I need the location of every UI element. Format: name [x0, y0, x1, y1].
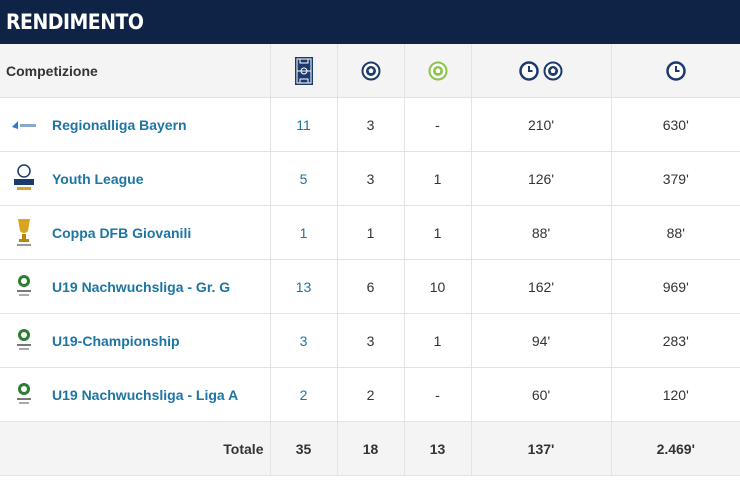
pitch-icon — [294, 56, 314, 85]
table-row: Regionalliga Bayern 11 3-210' 630' — [0, 97, 740, 152]
youth-league-logo[interactable] — [8, 163, 40, 195]
header-minutes — [610, 44, 740, 98]
competition-cell: U19-Championship — [0, 313, 270, 368]
assists-cell: 1 — [403, 205, 471, 260]
competition-link[interactable]: Regionalliga Bayern — [52, 116, 187, 133]
goals-cell: 1 — [336, 205, 404, 260]
dfb-cup-logo[interactable] — [8, 217, 40, 249]
nachwuchsliga-logo[interactable] — [8, 271, 40, 303]
appearances-link[interactable]: 1 — [269, 205, 337, 260]
assists-cell: - — [403, 97, 471, 152]
competition-link[interactable]: U19 Nachwuchsliga - Liga A — [52, 386, 239, 403]
competition-cell: U19 Nachwuchsliga - Gr. G — [0, 259, 270, 314]
table-row: U19-Championship 3 3 1 94' 283' — [0, 313, 740, 368]
totals-row: Totale 35 18 13 137' 2.469' — [0, 421, 740, 476]
clock-icon — [519, 60, 543, 81]
nachwuchsliga-logo[interactable] — [8, 379, 40, 411]
total-appearances: 35 — [269, 421, 337, 476]
minutes-per-goal-cell: 60' — [470, 367, 611, 422]
table-row: Coppa DFB Giovanili 1 1 1 88' 88' — [0, 205, 740, 260]
goals-cell: 3 — [336, 151, 404, 206]
header-appearances — [269, 44, 337, 98]
minutes-cell: 283' — [610, 313, 740, 368]
section-title: RENDIMENTO — [6, 10, 144, 34]
total-assists: 13 — [403, 421, 471, 476]
minutes-per-goal-cell: 126' — [470, 151, 611, 206]
header-minutes-per-goal — [470, 44, 611, 98]
ball-green-icon — [428, 61, 448, 80]
header-goals — [336, 44, 404, 98]
goals-cell: 6 — [336, 259, 404, 314]
minutes-per-goal-cell: 88' — [470, 205, 611, 260]
competition-link[interactable]: Coppa DFB Giovanili — [52, 224, 192, 241]
section-header: RENDIMENTO — [0, 0, 740, 44]
header-competition: Competizione — [0, 44, 270, 98]
competition-cell: Youth League — [0, 151, 270, 206]
goals-cell: 3 — [336, 97, 404, 152]
ball-icon — [361, 61, 381, 80]
minutes-per-goal-cell: 210' — [470, 97, 611, 152]
minutes-cell: 969' — [610, 259, 740, 314]
totals-label: Totale — [0, 421, 270, 476]
assists-cell: - — [403, 367, 471, 422]
appearances-link[interactable]: 5 — [269, 151, 337, 206]
table-header-row: Competizione — [0, 44, 740, 98]
minutes-cell: 120' — [610, 367, 740, 422]
competition-link[interactable]: Youth League — [52, 170, 144, 187]
minutes-per-goal-cell: 162' — [470, 259, 611, 314]
nachwuchsliga-logo[interactable] — [8, 325, 40, 357]
table-row: Youth League 5 3 1 126' 379' — [0, 151, 740, 206]
assists-cell: 10 — [403, 259, 471, 314]
goals-cell: 2 — [336, 367, 404, 422]
competition-cell: U19 Nachwuchsliga - Liga A — [0, 367, 270, 422]
appearances-link[interactable]: 13 — [269, 259, 337, 314]
header-assists — [403, 44, 471, 98]
appearances-link[interactable]: 11 — [269, 97, 337, 152]
total-minutes-per-goal: 137' — [470, 421, 611, 476]
competition-cell: Regionalliga Bayern — [0, 97, 270, 152]
competition-link[interactable]: U19-Championship — [52, 332, 180, 349]
clock-icon — [666, 60, 686, 81]
ball-icon — [543, 61, 563, 80]
minutes-per-goal-cell: 94' — [470, 313, 611, 368]
minutes-cell: 379' — [610, 151, 740, 206]
appearances-link[interactable]: 3 — [269, 313, 337, 368]
total-minutes: 2.469' — [610, 421, 740, 476]
minutes-cell: 88' — [610, 205, 740, 260]
performance-table: Competizione — [0, 44, 740, 476]
total-goals: 18 — [336, 421, 404, 476]
regionalliga-logo[interactable] — [8, 109, 40, 141]
competition-link[interactable]: U19 Nachwuchsliga - Gr. G — [52, 278, 231, 295]
assists-cell: 1 — [403, 151, 471, 206]
table-row: U19 Nachwuchsliga - Liga A 2 2-60' 120' — [0, 367, 740, 422]
minutes-cell: 630' — [610, 97, 740, 152]
assists-cell: 1 — [403, 313, 471, 368]
appearances-link[interactable]: 2 — [269, 367, 337, 422]
competition-cell: Coppa DFB Giovanili — [0, 205, 270, 260]
goals-cell: 3 — [336, 313, 404, 368]
table-row: U19 Nachwuchsliga - Gr. G 13 6 10 162' 969' — [0, 259, 740, 314]
